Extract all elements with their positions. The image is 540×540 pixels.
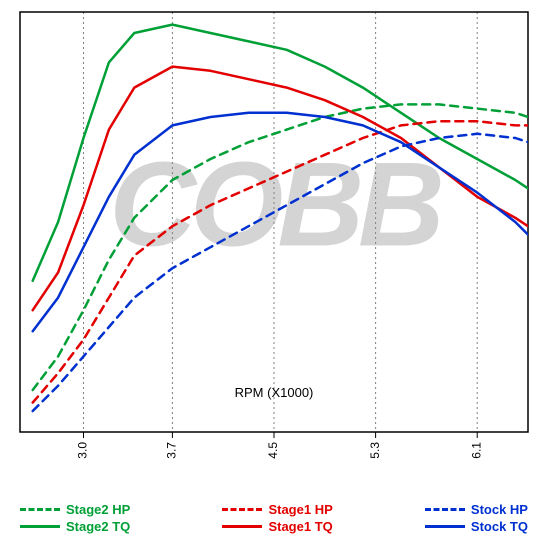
legend: Stage2 HP Stage2 TQ Stage1 HP Stage1 TQ Stoc… (20, 502, 528, 534)
xtick-label: 3.7 (165, 442, 179, 459)
legend-label: Stage1 TQ (268, 519, 332, 534)
legend-swatch (222, 508, 262, 511)
legend-item: Stock TQ (425, 519, 528, 534)
legend-column: Stage2 HP Stage2 TQ (20, 502, 130, 534)
legend-item: Stage2 HP (20, 502, 130, 517)
legend-column: Stage1 HP Stage1 TQ (222, 502, 332, 534)
legend-label: Stage2 HP (66, 502, 130, 517)
xtick-label: 3.0 (76, 442, 90, 459)
legend-label: Stock HP (471, 502, 528, 517)
legend-item: Stage1 TQ (222, 519, 332, 534)
legend-swatch (20, 508, 60, 511)
legend-label: Stock TQ (471, 519, 528, 534)
legend-item: Stage2 TQ (20, 519, 130, 534)
legend-label: Stage2 TQ (66, 519, 130, 534)
xtick-label: 5.3 (368, 442, 382, 459)
legend-item: Stage1 HP (222, 502, 332, 517)
watermark: COBB (109, 137, 441, 271)
dyno-chart: COBB 3.0 3.7 4.5 5.3 6.1 RPM (X1000) Stage2 HP… (0, 0, 540, 540)
legend-swatch (425, 525, 465, 528)
x-axis-label: RPM (X1000) (235, 385, 314, 400)
legend-label: Stage1 HP (268, 502, 332, 517)
xtick-label: 6.1 (469, 442, 483, 459)
legend-swatch (20, 525, 60, 528)
chart-svg: COBB 3.0 3.7 4.5 5.3 6.1 RPM (X1000) (0, 0, 540, 540)
legend-swatch (222, 525, 262, 528)
legend-swatch (425, 508, 465, 511)
xtick-label: 4.5 (266, 442, 280, 459)
legend-column: Stock HP Stock TQ (425, 502, 528, 534)
legend-item: Stock HP (425, 502, 528, 517)
